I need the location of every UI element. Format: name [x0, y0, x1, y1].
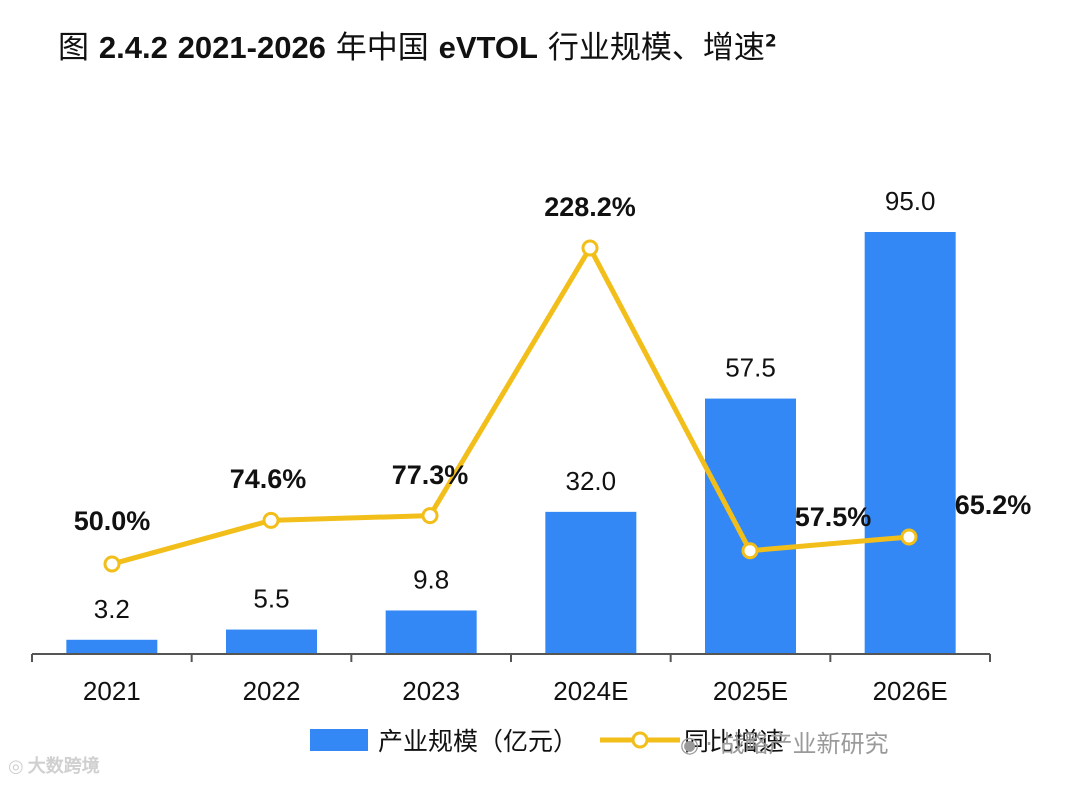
bar-2026E	[864, 232, 956, 654]
growth-point-2025E	[741, 542, 759, 560]
growth-point-2022	[262, 511, 280, 529]
growth-label-2024E: 228.2%	[544, 192, 636, 222]
bar-2022	[226, 629, 317, 654]
brand-logo-icon: ◎	[8, 756, 24, 777]
bar-label-2021: 3.2	[94, 594, 130, 624]
title-years: 2021-2026	[177, 30, 326, 65]
bar-label-2023: 9.8	[413, 564, 449, 594]
legend-bar-swatch	[310, 729, 368, 751]
growth-point-2026E	[900, 528, 918, 546]
x-tick-label-2021: 2021	[83, 676, 141, 706]
growth-label-2026E: 65.2%	[955, 490, 1032, 520]
x-tick-label-2023: 2023	[402, 676, 460, 706]
growth-point-2021	[103, 555, 121, 573]
bar-label-2024E: 32.0	[566, 466, 617, 496]
chart-title: 图 2.4.2 2021-2026 年中国 eVTOL 行业规模、增速2	[58, 22, 777, 67]
bar-label-2026E: 95.0	[885, 186, 936, 216]
x-tick-label-2024E: 2024E	[553, 676, 628, 706]
watermark-right-text: · 战略产业新研究	[705, 730, 889, 758]
growth-label-2023: 77.3%	[392, 460, 469, 490]
title-text1: 年中国	[335, 30, 429, 66]
growth-line	[111, 245, 910, 567]
bar-2024E	[545, 511, 637, 654]
bar-label-2022: 5.5	[253, 584, 289, 614]
growth-label-2021: 50.0%	[74, 506, 151, 536]
title-prefix: 图	[58, 30, 89, 66]
watermark-left-text: 大数跨境	[27, 756, 100, 777]
legend-line-label: 同比增速	[684, 727, 784, 756]
title-text2: 行业规模、增速	[547, 30, 765, 66]
title-subject: eVTOL	[438, 30, 538, 65]
x-tick-label-2026E: 2026E	[873, 676, 948, 706]
growth-label-2025E: 57.5%	[795, 502, 872, 532]
title-figure-number: 2.4.2	[98, 30, 168, 65]
wechat-icon: ◉	[680, 733, 700, 758]
watermark-left: ◎ 大数跨境	[8, 752, 100, 778]
title-footnote: 2	[764, 31, 777, 52]
growth-point-2023	[421, 507, 439, 525]
bar-label-2025E: 57.5	[725, 353, 776, 383]
x-tick-label-2022: 2022	[243, 676, 301, 706]
legend-line-marker	[631, 731, 649, 749]
growth-label-2022: 74.6%	[230, 464, 307, 494]
legend-bar-label: 产业规模（亿元）	[378, 727, 578, 756]
x-tick-label-2025E: 2025E	[713, 676, 788, 706]
growth-point-2024E	[581, 239, 599, 257]
bar-2023	[385, 610, 477, 654]
watermark-right: ◉ · 战略产业新研究	[680, 724, 888, 759]
bar-2021	[66, 639, 158, 654]
bar-2025E	[705, 398, 796, 654]
